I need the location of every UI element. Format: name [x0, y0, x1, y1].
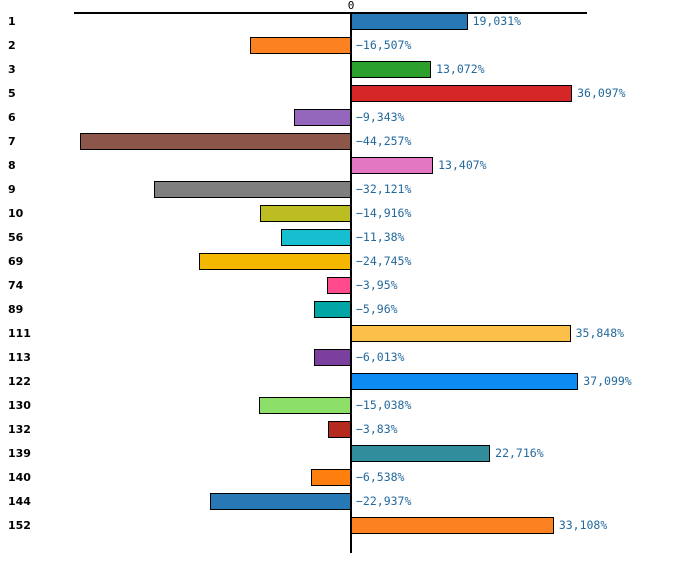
bar-value-label: −9,343%: [356, 110, 405, 124]
bar: [199, 253, 351, 270]
category-label: 139: [8, 447, 31, 460]
bar-value-label: 22,716%: [495, 446, 544, 460]
bar-row: 7 −44,257%: [0, 133, 700, 150]
bar-value-label: 36,097%: [577, 86, 626, 100]
category-label: 74: [8, 279, 24, 292]
category-label: 56: [8, 231, 24, 244]
bar-value-label: −32,121%: [356, 182, 412, 196]
category-label: 152: [8, 519, 31, 532]
bar-row: 140 −6,538%: [0, 469, 700, 486]
category-label: 9: [8, 183, 16, 196]
bar-value-label: −6,013%: [356, 350, 405, 364]
bar-row: 56 −11,38%: [0, 229, 700, 246]
category-label: 6: [8, 111, 16, 124]
bar-value-label: −6,538%: [356, 470, 405, 484]
bar: [281, 229, 351, 246]
bar-row: 10 −14,916%: [0, 205, 700, 222]
bar-value-label: 19,031%: [472, 14, 522, 28]
bar-value-label: −16,507%: [356, 38, 412, 52]
bar-row: 130 −15,038%: [0, 397, 700, 414]
bar-row: 89 −5,96%: [0, 301, 700, 318]
bar: [249, 37, 351, 54]
bar: [351, 325, 571, 342]
bar-row: 111 35,848%: [0, 325, 700, 342]
category-label: 132: [8, 423, 31, 436]
bar-value-label: −5,96%: [356, 302, 398, 316]
bar-row: 5 36,097%: [0, 85, 700, 102]
bar: [79, 133, 351, 150]
bar-value-label: −24,745%: [356, 254, 412, 268]
bar-value-label: 33,108%: [558, 518, 608, 532]
bar-row: 2 −16,507%: [0, 37, 700, 54]
bar-value-label: −44,257%: [356, 134, 412, 148]
category-label: 5: [8, 87, 16, 100]
bar-row: 3 13,072%: [0, 61, 700, 78]
bar: [258, 397, 351, 414]
bar-row: 9 −32,121%: [0, 181, 700, 198]
bar: [314, 349, 351, 366]
category-label: 1: [8, 15, 16, 28]
category-label: 140: [8, 471, 31, 484]
bar-value-label: −15,038%: [356, 398, 412, 412]
bar: [351, 85, 573, 102]
bar: [210, 493, 351, 510]
bar-row: 113 −6,013%: [0, 349, 700, 366]
bar: [351, 157, 434, 174]
bar: [259, 205, 351, 222]
bar: [154, 181, 351, 198]
bar: [351, 517, 554, 534]
zero-axis-line: [350, 12, 352, 553]
bar-row: 69 −24,745%: [0, 253, 700, 270]
category-label: 111: [8, 327, 31, 340]
bar-value-label: −3,83%: [356, 422, 398, 436]
bar-row: 1 19,031%: [0, 13, 700, 30]
bar: [351, 445, 491, 462]
bar-value-label: −22,937%: [356, 494, 412, 508]
bar: [351, 373, 579, 390]
category-label: 130: [8, 399, 31, 412]
bar-row: 144 −22,937%: [0, 493, 700, 510]
category-label: 10: [8, 207, 24, 220]
category-label: 69: [8, 255, 24, 268]
category-label: 89: [8, 303, 24, 316]
bar: [314, 301, 351, 318]
bar-row: 122 37,099%: [0, 373, 700, 390]
category-label: 122: [8, 375, 31, 388]
bar-value-label: −14,916%: [356, 206, 412, 220]
category-label: 144: [8, 495, 31, 508]
category-label: 8: [8, 159, 16, 172]
category-label: 7: [8, 135, 16, 148]
axis-tick-label-zero: 0: [347, 0, 355, 12]
bar-value-label: 35,848%: [575, 326, 625, 340]
bar: [351, 61, 432, 78]
bar-row: 8 13,407%: [0, 157, 700, 174]
bar-row: 132 −3,83%: [0, 421, 700, 438]
bar-value-label: 13,407%: [438, 158, 487, 172]
bar-row: 74 −3,95%: [0, 277, 700, 294]
bar-value-label: −3,95%: [356, 278, 398, 292]
bar: [351, 13, 468, 30]
bar: [327, 421, 351, 438]
bar: [293, 109, 351, 126]
category-label: 3: [8, 63, 16, 76]
bar: [310, 469, 351, 486]
bar-row: 139 22,716%: [0, 445, 700, 462]
chart-top-rule: [74, 12, 587, 14]
bar-row: 152 33,108%: [0, 517, 700, 534]
bar-value-label: 37,099%: [583, 374, 632, 388]
category-label: 2: [8, 39, 16, 52]
bar-row: 6 −9,343%: [0, 109, 700, 126]
category-label: 113: [8, 351, 31, 364]
bar: [326, 277, 351, 294]
bar-value-label: 13,072%: [436, 62, 485, 76]
bar-value-label: −11,38%: [356, 230, 405, 244]
